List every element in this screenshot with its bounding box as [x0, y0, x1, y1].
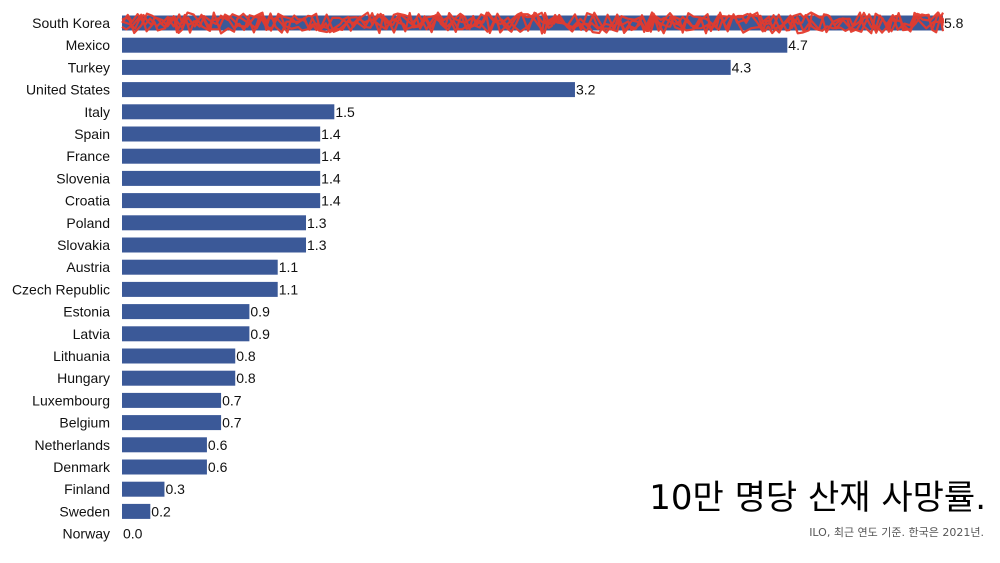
category-label-spain: Spain	[74, 126, 110, 142]
bar-hungary	[122, 370, 236, 386]
category-label-latvia: Latvia	[73, 326, 111, 342]
category-label-united-states: United States	[26, 82, 110, 98]
category-label-denmark: Denmark	[53, 459, 111, 475]
chart-title: 10만 명당 산재 사망률.	[649, 478, 986, 518]
value-label-sweden: 0.2	[151, 503, 171, 519]
bar-france	[122, 148, 321, 164]
value-label-hungary: 0.8	[236, 370, 256, 386]
highlight-scribble	[121, 11, 945, 35]
category-label-turkey: Turkey	[68, 59, 110, 75]
category-label-lithuania: Lithuania	[53, 348, 110, 364]
value-label-poland: 1.3	[307, 215, 327, 231]
bar-netherlands	[122, 437, 207, 453]
category-label-croatia: Croatia	[65, 193, 110, 209]
value-label-slovenia: 1.4	[321, 170, 341, 186]
bar-lithuania	[122, 348, 236, 364]
bar-latvia	[122, 326, 250, 342]
value-label-spain: 1.4	[321, 126, 341, 142]
value-label-norway: 0.0	[123, 526, 143, 542]
bar-croatia	[122, 193, 321, 209]
category-label-mexico: Mexico	[66, 37, 111, 53]
category-label-slovakia: Slovakia	[57, 237, 110, 253]
category-label-italy: Italy	[84, 104, 110, 120]
bar-slovakia	[122, 237, 307, 253]
bar-austria	[122, 259, 278, 275]
category-label-luxembourg: Luxembourg	[32, 392, 110, 408]
chart-source: ILO, 최근 연도 기준. 한국은 2021년.	[809, 526, 984, 539]
value-label-belgium: 0.7	[222, 415, 242, 431]
value-label-turkey: 4.3	[732, 59, 752, 75]
category-label-poland: Poland	[66, 215, 110, 231]
category-label-slovenia: Slovenia	[56, 170, 110, 186]
value-label-latvia: 0.9	[250, 326, 270, 342]
category-label-belgium: Belgium	[59, 415, 110, 431]
bar-sweden	[122, 503, 151, 519]
category-label-netherlands: Netherlands	[35, 437, 111, 453]
bar-belgium	[122, 415, 222, 431]
bar-italy	[122, 104, 335, 120]
bar-turkey	[122, 59, 731, 75]
value-label-south-korea: 5.8	[944, 15, 964, 31]
bar-denmark	[122, 459, 207, 475]
bar-poland	[122, 215, 307, 231]
bar-czech-republic	[122, 281, 278, 297]
category-label-norway: Norway	[63, 526, 110, 542]
category-label-south-korea: South Korea	[32, 15, 110, 31]
category-label-hungary: Hungary	[57, 370, 110, 386]
value-label-slovakia: 1.3	[307, 237, 327, 253]
value-label-mexico: 4.7	[788, 37, 808, 53]
value-label-finland: 0.3	[165, 481, 185, 497]
bar-estonia	[122, 304, 250, 320]
value-label-luxembourg: 0.7	[222, 392, 242, 408]
category-label-czech-republic: Czech Republic	[12, 281, 110, 297]
category-label-finland: Finland	[64, 481, 110, 497]
bar-spain	[122, 126, 321, 142]
bar-luxembourg	[122, 392, 222, 408]
value-label-lithuania: 0.8	[236, 348, 256, 364]
value-label-united-states: 3.2	[576, 82, 596, 98]
value-label-netherlands: 0.6	[208, 437, 228, 453]
bar-mexico	[122, 37, 788, 53]
bar-united-states	[122, 82, 575, 98]
category-label-france: France	[66, 148, 110, 164]
value-label-denmark: 0.6	[208, 459, 228, 475]
value-label-croatia: 1.4	[321, 193, 341, 209]
value-label-estonia: 0.9	[250, 304, 270, 320]
bar-finland	[122, 481, 165, 497]
value-label-austria: 1.1	[279, 259, 299, 275]
category-label-sweden: Sweden	[59, 503, 110, 519]
category-label-estonia: Estonia	[63, 304, 110, 320]
category-label-austria: Austria	[66, 259, 110, 275]
value-label-italy: 1.5	[335, 104, 355, 120]
value-label-france: 1.4	[321, 148, 341, 164]
value-label-czech-republic: 1.1	[279, 281, 299, 297]
bar-slovenia	[122, 170, 321, 186]
